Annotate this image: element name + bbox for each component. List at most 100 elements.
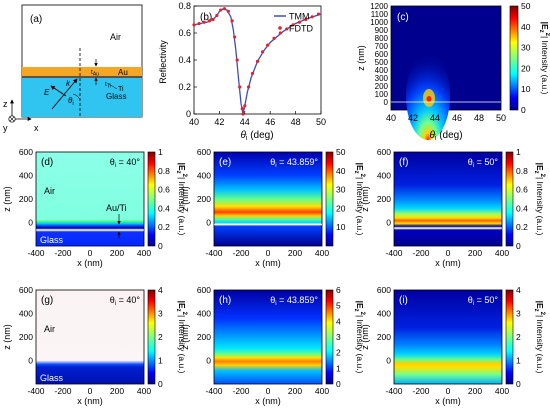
c-ytick-label: 600: [375, 50, 389, 59]
map-ytick-label: 200: [197, 332, 211, 342]
fdtd-point: [219, 8, 223, 12]
map-xtick-label: 0: [446, 248, 451, 258]
e-field-arrow: [50, 85, 67, 97]
map-xtick-label: -400: [27, 248, 44, 258]
air-label: Air: [110, 32, 121, 42]
map-xtick-label: -200: [232, 248, 249, 258]
map-ylabel: z (nm): [2, 186, 12, 212]
c-ytick-label: 800: [375, 34, 389, 43]
fdtd-point: [207, 19, 211, 23]
map-panel: (i) θi = 50° -400 -200 0 200 400 0 200 400 600 x (n…: [360, 285, 509, 406]
fdtd-point: [192, 23, 196, 27]
colorbar-tick-label: 0.4: [158, 203, 170, 213]
map-xtick-label: 200: [288, 386, 302, 396]
map-xtick-label: 400: [315, 248, 329, 258]
map-panel-label: (g): [41, 295, 53, 306]
b-xtick-label: 40: [189, 117, 199, 127]
map-ytick-label: 600: [19, 147, 33, 157]
map-image: [213, 289, 323, 385]
map-theta-label: θi = 40°: [110, 157, 141, 169]
map-xtick-label: 200: [288, 248, 302, 258]
fdtd-point: [243, 104, 247, 108]
theta-arc: [72, 93, 81, 101]
panel-b-xlabel: θi (deg): [240, 130, 273, 142]
au-ti-label: Au/Ti: [106, 203, 127, 213]
colorbar-tick-label: 0: [336, 379, 341, 389]
map-xtick-label: 400: [137, 386, 151, 396]
map-xtick-label: -200: [54, 248, 71, 258]
colorbar-label: |Ez2| Intensity (a.u.): [353, 163, 365, 236]
colorbar-tick-label: 20: [336, 203, 346, 213]
map-ytick-label: 600: [377, 147, 391, 157]
map-panel-label: (i): [399, 295, 408, 306]
fdtd-point: [247, 85, 251, 89]
glass-label: Glass: [106, 92, 126, 101]
k-vector-label: k: [66, 79, 71, 88]
map-panel: (e) θi = 43.859° -400 -200 0 200 400 0 200 400 600…: [180, 147, 329, 268]
colorbar-tick-label: 5: [336, 301, 341, 311]
y-axis-cross-2: [9, 116, 15, 122]
fdtd-point: [230, 19, 234, 23]
panel-a: (a) Air Au Glass Ti tAu tTi E k θi z x y: [3, 4, 143, 133]
map-xtick-label: 200: [110, 248, 124, 258]
colorbar-tick-label: 0: [516, 241, 521, 251]
colorbar-tick-label: 4: [516, 285, 521, 295]
map-theta-label: θi = 40°: [110, 295, 141, 307]
colorbar-label: |Ez2| Intensity (a.u.): [175, 301, 187, 374]
colorbar: [505, 151, 514, 247]
colorbar: [325, 289, 334, 385]
b-ytick-label: 0.2: [178, 82, 191, 92]
map-xtick-label: -400: [205, 248, 222, 258]
fdtd-point: [197, 21, 201, 26]
map-ytick-label: 600: [197, 285, 211, 295]
au-label: Au: [118, 68, 128, 77]
fdtd-point: [260, 50, 265, 54]
legend-fdtd-swatch: [278, 26, 282, 30]
c-ytick-label: 1200: [370, 2, 388, 11]
c-ytick-label: 200: [375, 82, 389, 91]
colorbar-tick-label: 30: [521, 43, 531, 53]
panel-c-ylabel: z (nm): [356, 45, 366, 71]
map-ytick-label: 400: [377, 309, 391, 319]
colorbar-tick-label: 3: [158, 309, 163, 319]
map-xtick-label: -200: [412, 248, 429, 258]
b-xtick-label: 44: [240, 117, 250, 127]
fdtd-point: [278, 31, 282, 35]
map-xtick-label: 0: [88, 386, 93, 396]
map-xlabel: x (nm): [435, 396, 461, 406]
ti-pointer: [108, 83, 118, 90]
panel-c-xlabel: θi (deg): [429, 130, 462, 142]
fdtd-point: [304, 17, 308, 22]
colorbar-tick-label: 3: [336, 332, 341, 342]
panel-b: (b) 40 42 44 46 48 50 0 0.2 0.4 0.6 0.8 TMM FDTD R…: [158, 1, 326, 142]
colorbar-tick-label: 0: [521, 105, 526, 115]
colorbar-label: |Ez2| Intensity (a.u.): [353, 301, 365, 374]
fdtd-point: [310, 15, 314, 19]
map-ytick-label: 600: [377, 285, 391, 295]
colorbar-label: |Ez2| Intensity (a.u.): [538, 22, 550, 95]
map-ytick-label: 0: [206, 356, 211, 366]
map-ytick-label: 0: [206, 218, 211, 228]
map-xlabel: x (nm): [77, 258, 103, 268]
map-ytick-label: 200: [19, 194, 33, 204]
fdtd-point: [291, 23, 295, 27]
c-ytick-label: 1000: [370, 18, 388, 27]
map-ytick-label: 600: [19, 285, 33, 295]
map-ylabel: z (nm): [360, 186, 370, 212]
map-xtick-label: 0: [88, 248, 93, 258]
tmm-curve: [193, 7, 322, 115]
t-au-label: tAu: [91, 69, 99, 78]
fdtd-point: [215, 13, 219, 18]
b-xtick-label: 42: [214, 117, 224, 127]
ti-layer: [22, 76, 142, 78]
map-xtick-label: -200: [232, 386, 249, 396]
c-blob-peak: [426, 96, 432, 102]
k-vector-arrow: [51, 78, 78, 110]
ti-label: Ti: [118, 86, 124, 93]
colorbar-tick-label: 50: [336, 147, 346, 157]
c-xtick-label: 50: [496, 113, 506, 123]
colorbar: [325, 151, 334, 247]
map-ytick-label: 400: [197, 171, 211, 181]
map-panel-label: (h): [219, 295, 231, 306]
